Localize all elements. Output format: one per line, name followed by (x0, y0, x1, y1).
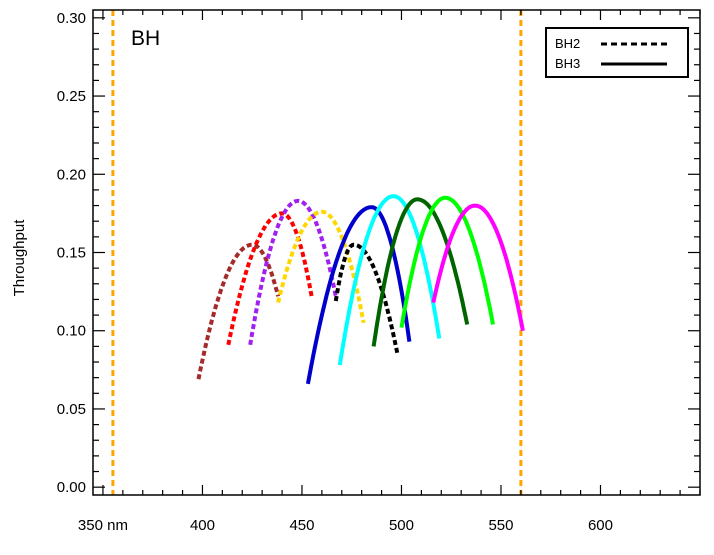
x-axis-ticks: 350 nm 400 450 500 550 600 (78, 10, 701, 534)
y-tick-label: 0.00 (57, 479, 86, 496)
legend-label-bh2: BH2 (555, 36, 580, 51)
curve-bh2-1 (196, 242, 281, 380)
curve-bh3-10 (431, 203, 525, 332)
y-tick-label: 0.20 (57, 166, 86, 183)
curve-bh3-7 (337, 194, 442, 366)
vertical-marker-lines (111, 10, 523, 495)
y-axis-label: Throughput (11, 219, 28, 297)
y-tick-label: 0.15 (57, 245, 86, 262)
legend-label-bh3: BH3 (555, 56, 580, 71)
y-tick-label: 0.10 (57, 323, 86, 340)
x-tick-label: 350 nm (78, 517, 128, 534)
throughput-curves (196, 194, 525, 385)
curve-bh3-9 (399, 195, 495, 328)
y-tick-label: 0.30 (57, 10, 86, 27)
x-tick-label: 600 (588, 517, 613, 534)
x-tick-label: 450 (289, 517, 314, 534)
plot-frame (92, 9, 701, 496)
curve-bh2-3 (248, 198, 338, 346)
x-tick-label: 500 (389, 517, 414, 534)
y-tick-label: 0.05 (57, 401, 86, 418)
legend-box (545, 27, 689, 78)
curve-bh2-4 (276, 209, 366, 324)
x-tick-label: 400 (190, 517, 215, 534)
panel-label: BH (131, 27, 160, 50)
y-tick-label: 0.25 (57, 88, 86, 105)
x-tick-label: 550 (488, 517, 513, 534)
y-axis-ticks: 0.00 0.05 0.10 0.15 0.20 0.25 0.30 (57, 10, 700, 496)
legend: BH2 BH3 (545, 27, 689, 78)
curve-bh3-8 (371, 197, 470, 347)
